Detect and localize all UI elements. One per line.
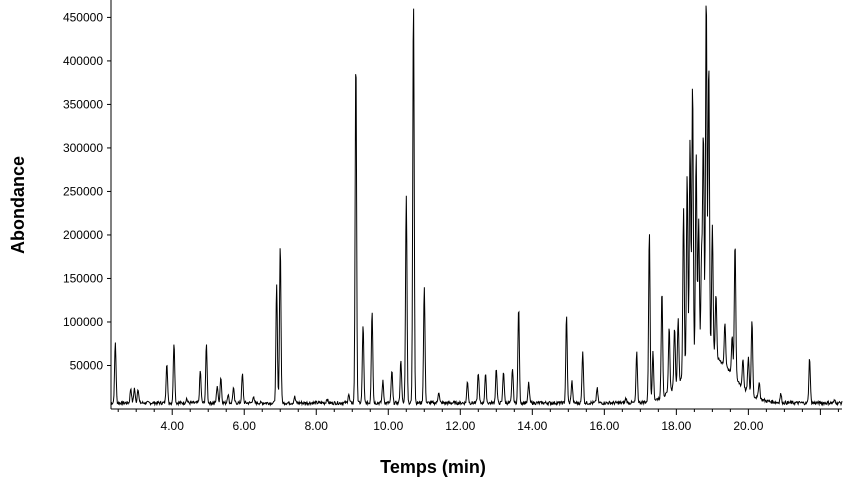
x-tick-label: 8.00: [305, 419, 329, 433]
plot-frame: [110, 0, 842, 410]
y-tick-label: 400000: [63, 54, 103, 68]
x-tick-label: 10.00: [373, 419, 403, 433]
y-tick-label: 350000: [63, 97, 103, 111]
x-tick-label: 18.00: [661, 419, 691, 433]
x-axis-ticks: 4.00 6.00 8.00 10.00 12.00 14.00 16.00 18.00 20.…: [117, 409, 839, 433]
y-tick-label: 300000: [63, 141, 103, 155]
y-tick-label: 50000: [70, 358, 104, 372]
chromatogram-trace: [110, 5, 843, 407]
y-tick-label: 450000: [63, 10, 103, 24]
x-tick-label: 4.00: [161, 419, 185, 433]
x-tick-label: 14.00: [517, 419, 547, 433]
y-tick-label: 200000: [63, 228, 103, 242]
y-tick-label: 250000: [63, 184, 103, 198]
x-tick-label: 12.00: [445, 419, 475, 433]
y-tick-label: 150000: [63, 271, 103, 285]
y-axis-title: Abondance: [8, 156, 28, 254]
y-tick-label: 100000: [63, 315, 103, 329]
x-tick-label: 20.00: [733, 419, 763, 433]
x-axis-title: Temps (min): [380, 457, 486, 477]
x-tick-label: 6.00: [233, 419, 257, 433]
x-tick-label: 16.00: [589, 419, 619, 433]
y-axis-ticks: 50000 100000 150000 200000 250000 300000 35000…: [63, 10, 111, 372]
